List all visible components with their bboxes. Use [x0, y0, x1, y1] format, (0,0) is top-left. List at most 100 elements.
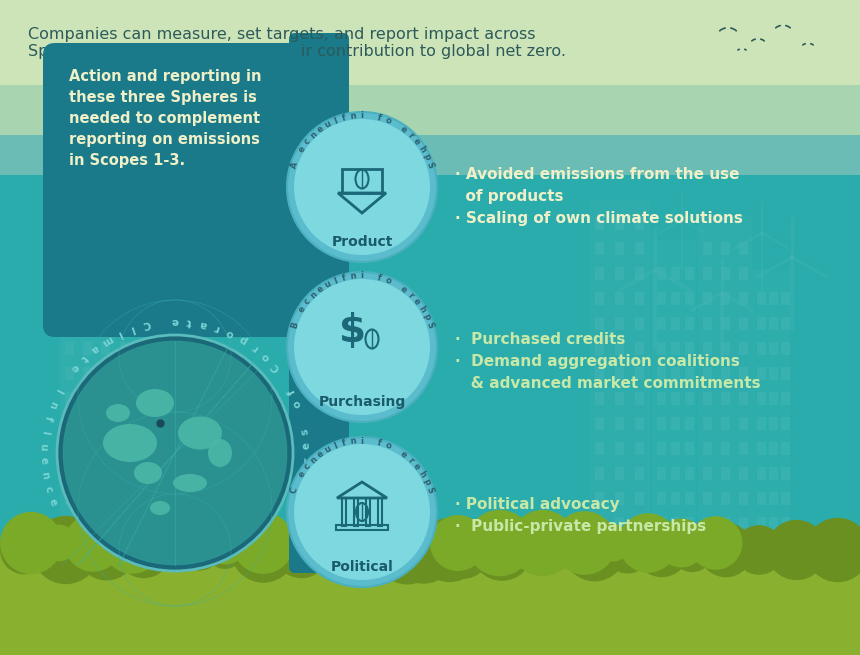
- Bar: [83, 217, 92, 230]
- Bar: [721, 267, 730, 280]
- Text: o: o: [260, 351, 272, 364]
- Text: & advanced market commitments: & advanced market commitments: [455, 376, 760, 391]
- Bar: [101, 342, 110, 355]
- Circle shape: [287, 272, 437, 422]
- Text: n: n: [349, 272, 357, 282]
- Bar: [757, 292, 766, 305]
- Text: C: C: [269, 362, 282, 373]
- Bar: [635, 242, 644, 255]
- Text: · Avoided emissions from the use: · Avoided emissions from the use: [455, 167, 740, 182]
- Ellipse shape: [134, 462, 162, 484]
- Bar: [721, 492, 730, 505]
- Bar: [781, 367, 790, 380]
- Bar: [132, 342, 141, 355]
- Text: e: e: [297, 144, 307, 154]
- Bar: [657, 367, 666, 380]
- Bar: [769, 417, 778, 430]
- Bar: [757, 317, 766, 330]
- Bar: [101, 292, 110, 305]
- Text: c: c: [42, 485, 53, 493]
- Bar: [657, 417, 666, 430]
- Bar: [671, 317, 680, 330]
- Text: o: o: [384, 441, 392, 451]
- Circle shape: [64, 514, 122, 572]
- Bar: [120, 442, 129, 455]
- Bar: [781, 492, 790, 505]
- Bar: [721, 317, 730, 330]
- Bar: [101, 542, 110, 555]
- Circle shape: [512, 530, 552, 571]
- Bar: [635, 317, 644, 330]
- Text: i: i: [360, 436, 364, 445]
- Bar: [657, 542, 666, 555]
- Bar: [657, 467, 666, 480]
- Circle shape: [418, 518, 482, 582]
- Bar: [757, 342, 766, 355]
- Text: h: h: [416, 304, 427, 314]
- Text: n: n: [349, 437, 357, 447]
- Bar: [595, 492, 604, 505]
- Bar: [615, 517, 624, 530]
- Bar: [685, 542, 694, 555]
- Bar: [671, 517, 680, 530]
- Circle shape: [459, 529, 502, 572]
- Text: e: e: [411, 462, 422, 472]
- Bar: [769, 317, 778, 330]
- Bar: [685, 367, 694, 380]
- Circle shape: [618, 514, 678, 572]
- Bar: [120, 467, 129, 480]
- Bar: [65, 267, 74, 280]
- Bar: [757, 367, 766, 380]
- Circle shape: [670, 528, 714, 572]
- Bar: [739, 267, 748, 280]
- Text: C: C: [142, 318, 151, 330]
- Circle shape: [273, 522, 329, 578]
- Bar: [739, 517, 748, 530]
- Bar: [120, 542, 129, 555]
- Bar: [635, 367, 644, 380]
- Bar: [115, 250, 153, 570]
- Bar: [595, 317, 604, 330]
- Text: u: u: [323, 280, 333, 290]
- Text: u: u: [323, 444, 333, 455]
- Text: a: a: [89, 342, 101, 354]
- Bar: [671, 542, 680, 555]
- Text: p: p: [292, 496, 304, 508]
- Bar: [781, 292, 790, 305]
- Bar: [132, 367, 141, 380]
- Bar: [342, 498, 346, 526]
- FancyBboxPatch shape: [289, 33, 349, 573]
- Bar: [657, 342, 666, 355]
- Text: o: o: [292, 399, 304, 409]
- Bar: [685, 292, 694, 305]
- Bar: [101, 492, 110, 505]
- Bar: [635, 217, 644, 230]
- Bar: [354, 498, 358, 526]
- Circle shape: [32, 516, 100, 584]
- Bar: [739, 492, 748, 505]
- Bar: [635, 417, 644, 430]
- Bar: [60, 200, 115, 570]
- Bar: [739, 542, 748, 555]
- Text: r: r: [406, 455, 415, 465]
- Bar: [120, 492, 129, 505]
- Bar: [769, 292, 778, 305]
- Bar: [615, 367, 624, 380]
- Bar: [0, 0, 860, 85]
- Bar: [635, 517, 644, 530]
- Bar: [83, 442, 92, 455]
- Bar: [671, 467, 680, 480]
- Bar: [378, 498, 382, 526]
- Circle shape: [657, 519, 706, 567]
- Text: n: n: [308, 290, 319, 301]
- Bar: [698, 215, 752, 570]
- Text: e: e: [316, 284, 325, 295]
- Bar: [739, 342, 748, 355]
- Circle shape: [466, 510, 533, 576]
- Circle shape: [689, 516, 742, 570]
- Bar: [615, 492, 624, 505]
- Circle shape: [510, 510, 576, 576]
- Bar: [65, 417, 74, 430]
- Text: e: e: [300, 470, 310, 479]
- Bar: [595, 217, 604, 230]
